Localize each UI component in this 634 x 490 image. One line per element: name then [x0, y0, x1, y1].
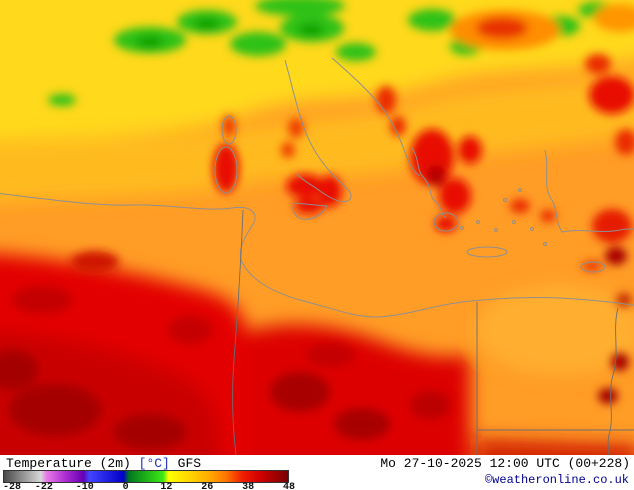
legend-tick: 26 — [201, 482, 214, 490]
footer: Temperature (2m) [°C] GFS Mo 27-10-2025 … — [0, 455, 634, 490]
temperature-map — [0, 0, 634, 455]
temperature-map-canvas — [0, 0, 634, 455]
legend-tick: -22 — [34, 482, 53, 490]
nile-river-line — [607, 307, 619, 455]
legend-tick: -28 — [3, 482, 22, 490]
copyright-label: ©weatheronline.co.uk — [484, 473, 629, 487]
temperature-field — [0, 0, 634, 455]
map-title-unit: [°C] — [138, 456, 170, 471]
legend-tick: 38 — [242, 482, 255, 490]
legend-tick: -10 — [75, 482, 94, 490]
map-title: Temperature (2m) [°C] GFS — [6, 456, 201, 471]
legend-tick-labels: -28 -22 -10 0 12 26 38 48 — [3, 482, 295, 490]
map-title-model: GFS — [177, 456, 202, 471]
legend-gradient-bar — [3, 470, 289, 483]
legend-tick: 0 — [122, 482, 129, 490]
coastlines — [0, 57, 634, 318]
legend-tick: 48 — [282, 482, 296, 490]
country-borders — [232, 209, 634, 455]
datetime-label: Mo 27-10-2025 12:00 UTC (00+228) — [380, 456, 630, 471]
legend-tick: 12 — [160, 482, 173, 490]
map-title-parameter: Temperature (2m) — [6, 456, 131, 471]
temperature-field-details — [0, 0, 634, 450]
